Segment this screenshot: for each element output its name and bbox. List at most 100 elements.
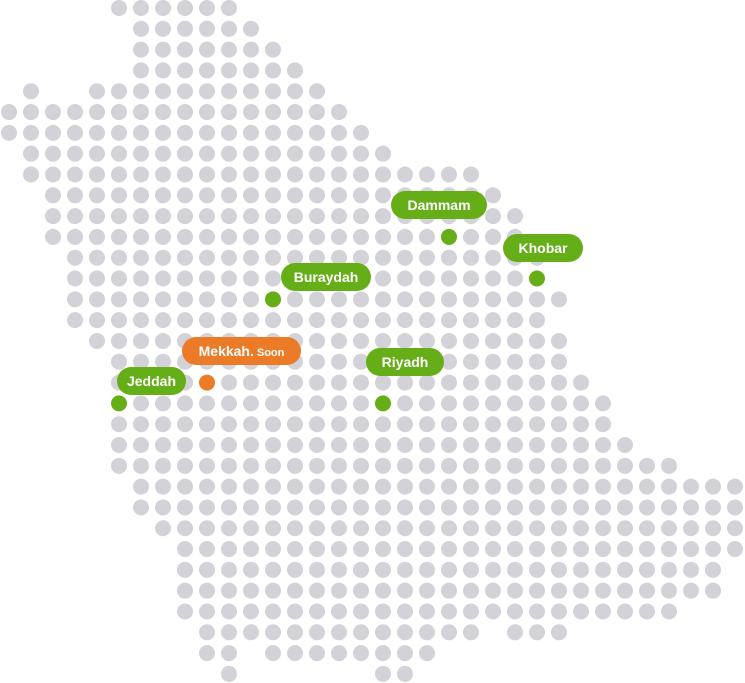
map-dot — [133, 166, 149, 183]
map-dot — [419, 561, 435, 578]
map-dot — [67, 166, 83, 183]
map-dot — [309, 353, 325, 370]
map-dot — [485, 249, 501, 266]
map-dot — [441, 270, 457, 287]
map-dot — [111, 208, 127, 225]
map-dot — [529, 332, 545, 349]
map-dot — [463, 603, 479, 620]
map-dot — [573, 478, 589, 495]
map-dot — [199, 312, 215, 329]
map-dot — [287, 291, 303, 308]
map-dot — [111, 437, 127, 454]
map-dot — [419, 520, 435, 537]
map-dot — [309, 124, 325, 141]
map-dot — [199, 41, 215, 58]
map-dot — [155, 62, 171, 79]
city-label-buraydah[interactable]: Buraydah — [281, 263, 371, 291]
map-dot — [551, 353, 567, 370]
map-dot — [441, 291, 457, 308]
city-label-jeddah[interactable]: Jeddah — [117, 367, 186, 395]
map-dot — [353, 561, 369, 578]
map-dot — [199, 395, 215, 412]
map-dot — [177, 499, 193, 516]
map-dot — [529, 312, 545, 329]
map-dot — [529, 437, 545, 454]
city-marker-dammam[interactable] — [441, 228, 457, 245]
map-dot — [331, 187, 347, 204]
map-dot — [221, 41, 237, 58]
map-dot — [67, 208, 83, 225]
map-dot — [353, 187, 369, 204]
map-dot — [441, 416, 457, 433]
map-dot — [617, 561, 633, 578]
map-dot — [463, 457, 479, 474]
map-dot — [177, 187, 193, 204]
map-dot — [463, 270, 479, 287]
map-dot — [375, 166, 391, 183]
map-dot — [265, 41, 281, 58]
map-dot — [309, 541, 325, 558]
map-dot — [111, 166, 127, 183]
map-dot — [595, 582, 611, 599]
map-dot — [353, 499, 369, 516]
map-dot — [353, 582, 369, 599]
map-dot — [397, 166, 413, 183]
city-label-khobar[interactable]: Khobar — [503, 234, 583, 262]
city-marker-mekkah[interactable] — [199, 374, 215, 391]
map-dot — [331, 437, 347, 454]
map-dot — [551, 541, 567, 558]
map-dot — [551, 561, 567, 578]
map-dot — [265, 187, 281, 204]
map-dot — [243, 187, 259, 204]
map-dot — [309, 561, 325, 578]
map-dot — [309, 645, 325, 662]
map-dot — [177, 270, 193, 287]
map-dot — [375, 270, 391, 287]
map-dot — [353, 208, 369, 225]
map-dot — [67, 249, 83, 266]
map-dot — [133, 208, 149, 225]
city-marker-riyadh[interactable] — [375, 395, 391, 412]
map-dot — [639, 561, 655, 578]
map-dot — [375, 208, 391, 225]
city-marker-buraydah[interactable] — [265, 291, 281, 308]
map-dot — [199, 416, 215, 433]
city-label-mekkah[interactable]: Mekkah. Soon — [182, 337, 301, 365]
map-dot — [331, 499, 347, 516]
map-dot — [287, 228, 303, 245]
map-dot — [419, 228, 435, 245]
city-marker-khobar[interactable] — [529, 270, 545, 287]
map-dot — [287, 166, 303, 183]
city-label-dammam[interactable]: Dammam — [391, 191, 487, 219]
map-dot — [661, 499, 677, 516]
map-dot — [463, 166, 479, 183]
map-dot — [155, 457, 171, 474]
map-dot — [397, 457, 413, 474]
city-marker-jeddah[interactable] — [111, 395, 127, 412]
map-dot — [463, 520, 479, 537]
city-label-riyadh[interactable]: Riyadh — [366, 348, 444, 376]
map-dot — [507, 624, 523, 641]
map-dot — [287, 416, 303, 433]
map-dot — [45, 187, 61, 204]
map-dot — [67, 187, 83, 204]
map-dot — [419, 270, 435, 287]
city-name: Khobar — [518, 240, 568, 256]
map-dot — [243, 457, 259, 474]
map-dot — [111, 457, 127, 474]
map-dot — [375, 312, 391, 329]
map-dot — [353, 312, 369, 329]
map-dot — [441, 541, 457, 558]
map-dot — [309, 499, 325, 516]
map-dot — [441, 561, 457, 578]
map-dot — [397, 312, 413, 329]
map-dot — [199, 62, 215, 79]
map-dot — [485, 603, 501, 620]
map-dot — [287, 124, 303, 141]
map-dot — [375, 520, 391, 537]
map-dot — [375, 582, 391, 599]
map-dot — [265, 520, 281, 537]
map-dot — [155, 166, 171, 183]
map-dot — [309, 416, 325, 433]
map-dot — [397, 332, 413, 349]
